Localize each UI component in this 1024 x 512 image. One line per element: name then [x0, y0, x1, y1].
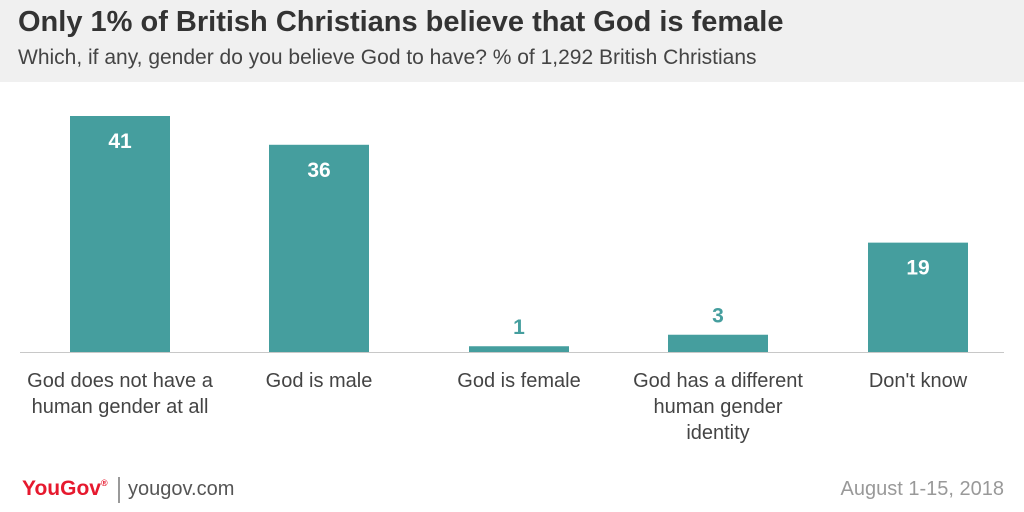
footer-divider: [118, 477, 120, 503]
bar-1: [269, 144, 369, 352]
header-band: Only 1% of British Christians believe th…: [0, 0, 1024, 82]
chart-title: Only 1% of British Christians believe th…: [18, 6, 784, 38]
footer-site: yougov.com: [128, 478, 235, 500]
value-label-0: 41: [108, 130, 132, 153]
category-label-3: God has a different human gender identit…: [633, 370, 803, 444]
footer-date: August 1-15, 2018: [840, 478, 1004, 500]
category-label-2: God is female: [457, 370, 581, 392]
value-label-3: 3: [712, 305, 724, 328]
category-label-1: God is male: [265, 370, 373, 392]
value-label-2: 1: [513, 316, 525, 339]
logo-registered-mark: ®: [100, 478, 108, 488]
bar-0: [70, 116, 170, 352]
category-label-0: God does not have a human gender at all: [27, 370, 213, 418]
value-label-4: 19: [906, 257, 929, 280]
bar-4: [868, 242, 968, 352]
bar-3: [668, 334, 768, 352]
bar-2: [469, 346, 569, 352]
value-label-1: 36: [307, 159, 330, 182]
logo-text: YouGov: [22, 477, 101, 500]
chart-subtitle: Which, if any, gender do you believe God…: [18, 46, 757, 69]
yougov-logo: YouGov®: [22, 477, 108, 501]
category-label-4: Don't know: [868, 370, 968, 392]
